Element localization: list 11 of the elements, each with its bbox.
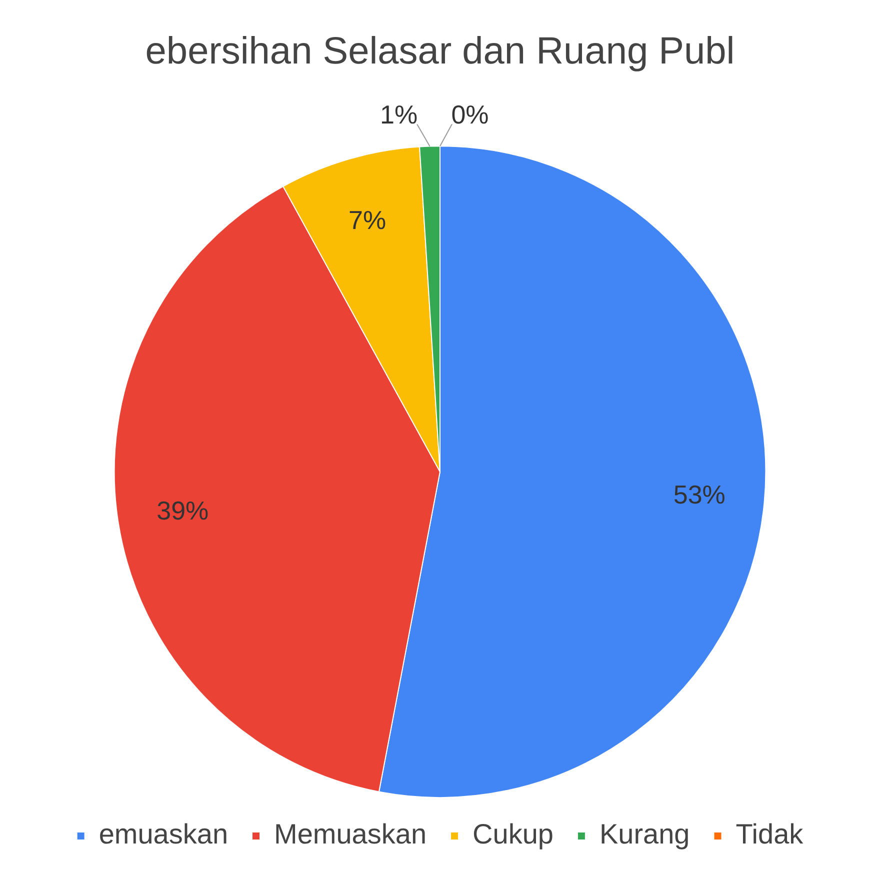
- text: 0%: [451, 99, 489, 130]
- legend-label: emuaskan: [98, 818, 228, 850]
- legend-label: Tidak: [736, 818, 804, 850]
- data-label: 53%: [673, 479, 726, 510]
- data-label: 39%: [156, 496, 209, 526]
- legend-label: Kurang: [599, 818, 690, 850]
- data-label: 1%: [380, 99, 418, 130]
- chart-title: ebersihan Selasar dan Ruang Publ: [145, 30, 735, 72]
- legend-label: Cukup: [472, 818, 554, 850]
- data-label: 7%: [348, 204, 386, 235]
- legend-label: Memuaskan: [274, 818, 427, 850]
